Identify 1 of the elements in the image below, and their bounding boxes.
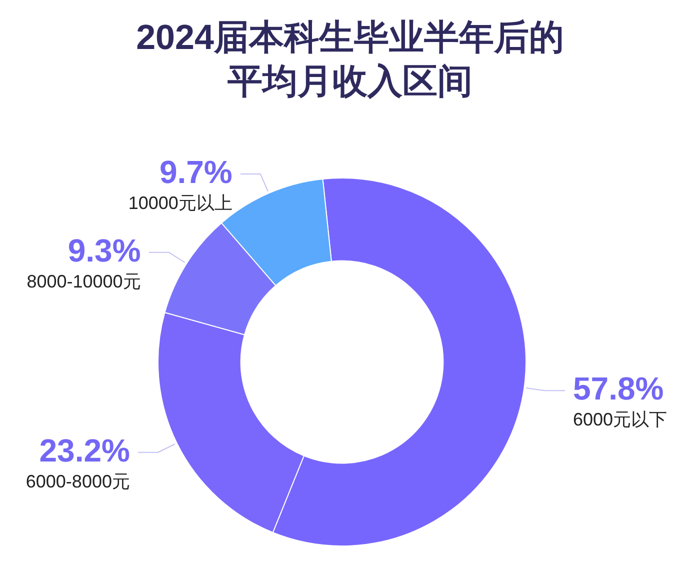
title: 2024届本科生毕业半年后的平均月收入区间: [135, 17, 565, 103]
